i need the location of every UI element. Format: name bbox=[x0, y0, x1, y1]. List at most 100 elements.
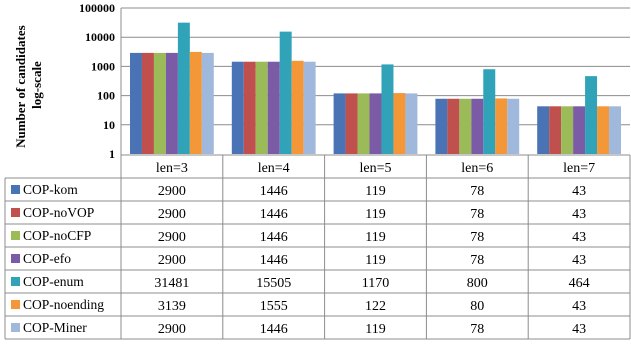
bar-cop-kom bbox=[231, 61, 244, 155]
legend-key bbox=[11, 208, 20, 217]
legend-label: COP-noending bbox=[23, 297, 104, 312]
data-label: 43 bbox=[572, 230, 586, 245]
data-label: 2900 bbox=[158, 207, 186, 222]
bar-cop-nocfp bbox=[255, 61, 268, 155]
bar-cop-novop bbox=[345, 93, 358, 154]
y-axis-title-line1: Number of candidates bbox=[13, 25, 28, 148]
bar-cop-nocfp bbox=[357, 93, 370, 154]
category-label: len=3 bbox=[156, 161, 188, 176]
bar-cop-noending bbox=[291, 60, 304, 155]
data-label: 78 bbox=[470, 230, 484, 245]
bar-cop-noending bbox=[597, 106, 610, 154]
y-tick-label: 1 bbox=[109, 147, 115, 161]
bar-cop-enum bbox=[483, 69, 496, 154]
bar-cop-novop bbox=[141, 52, 154, 154]
bar-cop-miner bbox=[609, 106, 621, 154]
legend-label: COP-noVOP bbox=[23, 205, 94, 220]
legend-label: COP-noCFP bbox=[23, 228, 91, 243]
y-axis-title-line2: log-scale bbox=[29, 61, 44, 109]
legend-key bbox=[11, 185, 20, 194]
bar-cop-efo bbox=[267, 61, 280, 155]
data-label: 3139 bbox=[158, 299, 186, 314]
data-label: 1446 bbox=[260, 322, 288, 337]
data-label: 2900 bbox=[158, 230, 186, 245]
legend-key bbox=[11, 254, 20, 263]
legend-label: COP-efo bbox=[23, 251, 71, 266]
bar-cop-efo bbox=[369, 93, 382, 154]
y-tick-label: 10 bbox=[103, 118, 115, 132]
data-label: 1555 bbox=[260, 299, 288, 314]
bar-cop-efo bbox=[471, 98, 484, 154]
legend-key bbox=[11, 231, 20, 240]
bar-cop-enum bbox=[381, 64, 394, 154]
legend-label: COP-kom bbox=[23, 182, 78, 197]
bar-cop-noending bbox=[495, 98, 508, 154]
data-label: 119 bbox=[365, 184, 385, 199]
y-tick-label: 1000 bbox=[91, 59, 115, 73]
data-label: 1446 bbox=[260, 184, 288, 199]
data-label: 43 bbox=[572, 253, 586, 268]
data-label: 464 bbox=[569, 276, 590, 291]
bar-cop-kom bbox=[130, 52, 142, 154]
data-table: len=3 len=4 len=5 len=6 len=7 COP-kom 2900 1446… bbox=[4, 8, 631, 340]
bar-cop-enum bbox=[279, 31, 292, 155]
bar-cop-novop bbox=[243, 61, 256, 155]
bar-cop-kom bbox=[333, 93, 346, 154]
bar-cop-efo bbox=[573, 106, 586, 154]
data-label: 43 bbox=[572, 184, 586, 199]
data-label: 43 bbox=[572, 207, 586, 222]
data-label: 800 bbox=[467, 276, 488, 291]
y-axis-title: Number of candidates log-scale bbox=[13, 22, 44, 148]
data-label: 122 bbox=[365, 299, 386, 314]
y-tick-label: 10000 bbox=[85, 30, 115, 44]
bar-cop-noending bbox=[189, 51, 202, 154]
data-label: 2900 bbox=[158, 322, 186, 337]
data-label: 78 bbox=[470, 322, 484, 337]
bar-cop-efo bbox=[165, 52, 178, 154]
data-label: 1446 bbox=[260, 207, 288, 222]
y-tick-label: 100 bbox=[97, 89, 115, 103]
y-tick-label: 100000 bbox=[79, 1, 115, 15]
data-label: 78 bbox=[470, 184, 484, 199]
data-label: 78 bbox=[470, 253, 484, 268]
bar-cop-miner bbox=[201, 52, 214, 154]
category-label: len=4 bbox=[258, 161, 290, 176]
data-label: 43 bbox=[572, 322, 586, 337]
bars bbox=[130, 22, 621, 155]
data-label: 119 bbox=[365, 253, 385, 268]
bar-cop-nocfp bbox=[459, 98, 472, 154]
data-label: 78 bbox=[470, 207, 484, 222]
legend-label: COP-enum bbox=[23, 274, 84, 289]
data-label: 119 bbox=[365, 207, 385, 222]
bar-cop-kom bbox=[537, 106, 550, 154]
category-label: len=5 bbox=[360, 161, 392, 176]
bar-cop-enum bbox=[177, 22, 190, 154]
legend-label: COP-Miner bbox=[23, 320, 87, 335]
data-label: 1446 bbox=[260, 253, 288, 268]
legend-key bbox=[11, 323, 20, 332]
bar-cop-enum bbox=[585, 76, 598, 154]
legend-key bbox=[11, 300, 20, 309]
bar-cop-miner bbox=[303, 61, 316, 155]
bar-cop-noending bbox=[393, 93, 406, 154]
data-label: 2900 bbox=[158, 253, 186, 268]
bar-cop-nocfp bbox=[153, 52, 166, 154]
bar-cop-novop bbox=[447, 98, 460, 154]
data-label: 119 bbox=[365, 230, 385, 245]
bar-cop-novop bbox=[549, 106, 562, 154]
data-label: 1170 bbox=[362, 276, 389, 291]
category-label: len=7 bbox=[563, 161, 595, 176]
bar-cop-miner bbox=[507, 98, 520, 154]
data-label: 31481 bbox=[154, 276, 189, 291]
category-label: len=6 bbox=[461, 161, 493, 176]
legend-key bbox=[11, 277, 20, 286]
bar-cop-nocfp bbox=[561, 106, 574, 154]
data-label: 80 bbox=[470, 299, 484, 314]
data-label: 119 bbox=[365, 322, 385, 337]
axes: 100000 10000 1000 100 10 1 bbox=[79, 1, 122, 161]
data-label: 1446 bbox=[260, 230, 288, 245]
bar-cop-miner bbox=[405, 93, 418, 154]
bar-cop-kom bbox=[435, 98, 448, 154]
data-label: 43 bbox=[572, 299, 586, 314]
